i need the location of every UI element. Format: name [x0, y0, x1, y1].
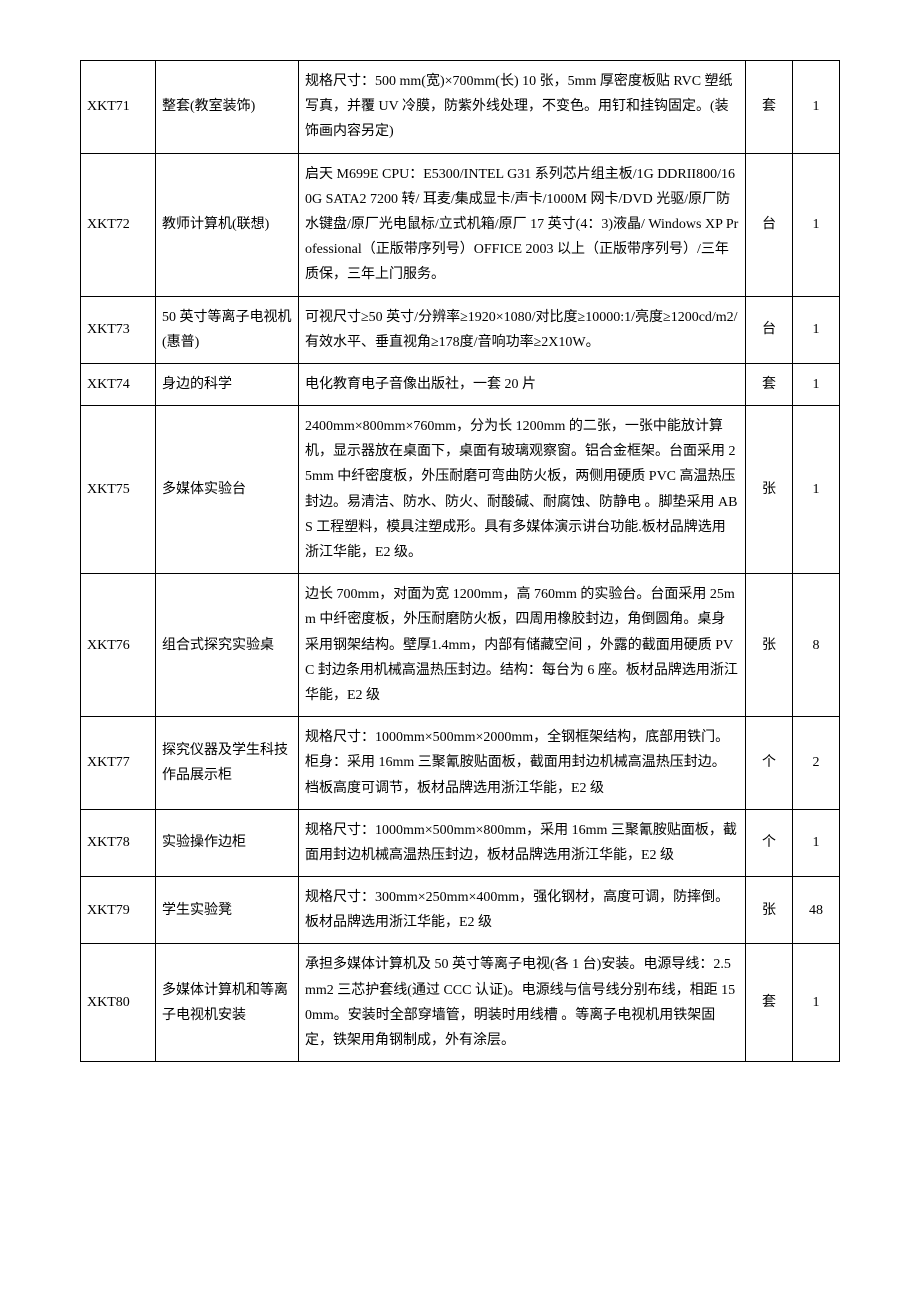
cell-qty: 1 — [793, 61, 840, 154]
cell-name: 50 英寸等离子电视机(惠普) — [156, 296, 299, 363]
cell-qty: 8 — [793, 574, 840, 717]
cell-spec: 边长 700mm，对面为宽 1200mm，高 760mm 的实验台。台面采用 2… — [299, 574, 746, 717]
cell-name: 多媒体实验台 — [156, 406, 299, 574]
cell-qty: 2 — [793, 717, 840, 810]
spec-table: XKT71整套(教室装饰)规格尺寸：500 mm(宽)×700mm(长) 10 … — [80, 60, 840, 1062]
cell-spec: 承担多媒体计算机及 50 英寸等离子电视(各 1 台)安装。电源导线：2.5mm… — [299, 944, 746, 1062]
table-row: XKT77探究仪器及学生科技作品展示柜规格尺寸：1000mm×500mm×200… — [81, 717, 840, 810]
cell-spec: 规格尺寸：1000mm×500mm×2000mm，全钢框架结构，底部用铁门。柜身… — [299, 717, 746, 810]
cell-unit: 台 — [746, 153, 793, 296]
cell-name: 教师计算机(联想) — [156, 153, 299, 296]
cell-code: XKT71 — [81, 61, 156, 154]
cell-qty: 1 — [793, 944, 840, 1062]
cell-code: XKT73 — [81, 296, 156, 363]
cell-unit: 套 — [746, 61, 793, 154]
cell-unit: 个 — [746, 809, 793, 876]
cell-qty: 1 — [793, 153, 840, 296]
cell-code: XKT75 — [81, 406, 156, 574]
cell-name: 学生实验凳 — [156, 877, 299, 944]
table-row: XKT80多媒体计算机和等离子电视机安装承担多媒体计算机及 50 英寸等离子电视… — [81, 944, 840, 1062]
cell-unit: 张 — [746, 574, 793, 717]
cell-code: XKT76 — [81, 574, 156, 717]
cell-unit: 个 — [746, 717, 793, 810]
cell-spec: 规格尺寸：1000mm×500mm×800mm，采用 16mm 三聚氰胺贴面板，… — [299, 809, 746, 876]
cell-unit: 套 — [746, 944, 793, 1062]
cell-qty: 1 — [793, 363, 840, 405]
cell-code: XKT77 — [81, 717, 156, 810]
table-row: XKT7350 英寸等离子电视机(惠普)可视尺寸≥50 英寸/分辨率≥1920×… — [81, 296, 840, 363]
spec-table-body: XKT71整套(教室装饰)规格尺寸：500 mm(宽)×700mm(长) 10 … — [81, 61, 840, 1062]
cell-name: 多媒体计算机和等离子电视机安装 — [156, 944, 299, 1062]
cell-unit: 张 — [746, 877, 793, 944]
cell-spec: 可视尺寸≥50 英寸/分辨率≥1920×1080/对比度≥10000:1/亮度≥… — [299, 296, 746, 363]
table-row: XKT78实验操作边柜规格尺寸：1000mm×500mm×800mm，采用 16… — [81, 809, 840, 876]
cell-code: XKT72 — [81, 153, 156, 296]
cell-name: 身边的科学 — [156, 363, 299, 405]
table-row: XKT79学生实验凳规格尺寸：300mm×250mm×400mm，强化钢材，高度… — [81, 877, 840, 944]
cell-name: 整套(教室装饰) — [156, 61, 299, 154]
cell-qty: 48 — [793, 877, 840, 944]
cell-code: XKT74 — [81, 363, 156, 405]
cell-spec: 规格尺寸：300mm×250mm×400mm，强化钢材，高度可调，防摔倒。板材品… — [299, 877, 746, 944]
table-row: XKT74身边的科学电化教育电子音像出版社，一套 20 片套1 — [81, 363, 840, 405]
cell-unit: 张 — [746, 406, 793, 574]
cell-unit: 台 — [746, 296, 793, 363]
cell-name: 实验操作边柜 — [156, 809, 299, 876]
cell-qty: 1 — [793, 296, 840, 363]
cell-qty: 1 — [793, 406, 840, 574]
cell-code: XKT79 — [81, 877, 156, 944]
cell-spec: 电化教育电子音像出版社，一套 20 片 — [299, 363, 746, 405]
cell-code: XKT80 — [81, 944, 156, 1062]
cell-spec: 2400mm×800mm×760mm，分为长 1200mm 的二张，一张中能放计… — [299, 406, 746, 574]
cell-name: 组合式探究实验桌 — [156, 574, 299, 717]
cell-spec: 规格尺寸：500 mm(宽)×700mm(长) 10 张，5mm 厚密度板贴 R… — [299, 61, 746, 154]
cell-spec: 启天 M699E CPU：E5300/INTEL G31 系列芯片组主板/1G … — [299, 153, 746, 296]
table-row: XKT72教师计算机(联想)启天 M699E CPU：E5300/INTEL G… — [81, 153, 840, 296]
cell-name: 探究仪器及学生科技作品展示柜 — [156, 717, 299, 810]
cell-qty: 1 — [793, 809, 840, 876]
table-row: XKT76组合式探究实验桌边长 700mm，对面为宽 1200mm，高 760m… — [81, 574, 840, 717]
cell-unit: 套 — [746, 363, 793, 405]
cell-code: XKT78 — [81, 809, 156, 876]
table-row: XKT75多媒体实验台2400mm×800mm×760mm，分为长 1200mm… — [81, 406, 840, 574]
table-row: XKT71整套(教室装饰)规格尺寸：500 mm(宽)×700mm(长) 10 … — [81, 61, 840, 154]
